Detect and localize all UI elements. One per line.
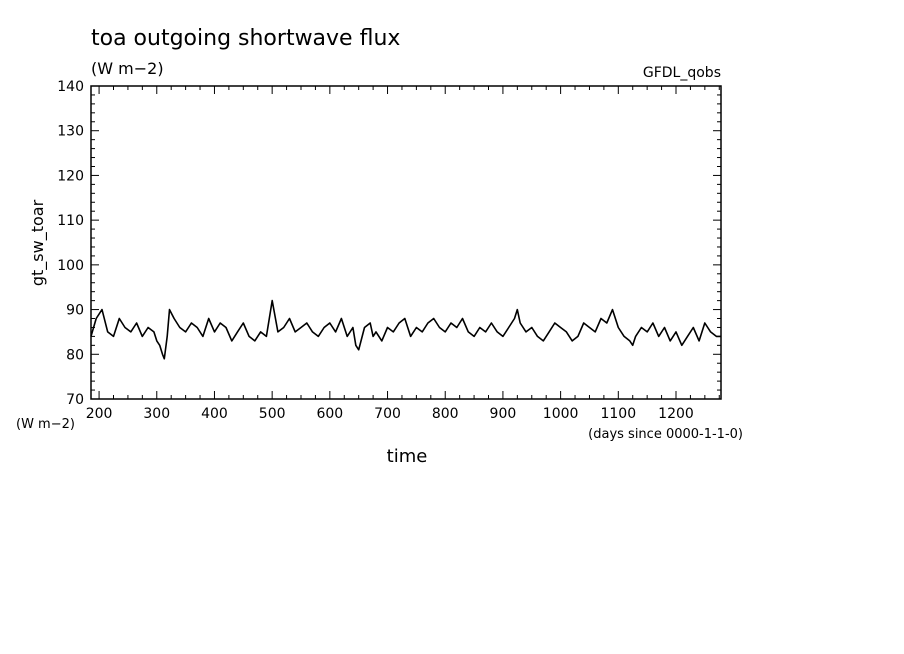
x-tick-label: 1100 bbox=[600, 406, 636, 422]
axis-tick-labels: 200 300 400 500 600 700 800 900 1000 1100 1200 70 80… bbox=[57, 79, 694, 422]
y-axis-label: gt_sw_toar bbox=[28, 199, 48, 286]
y-tick-label: 100 bbox=[57, 258, 84, 274]
y-tick-label: 80 bbox=[66, 347, 84, 363]
chart-title: toa outgoing shortwave flux bbox=[91, 26, 400, 51]
y-tick-label: 140 bbox=[57, 79, 84, 95]
y-tick-label: 110 bbox=[57, 213, 84, 229]
dataset-label: GFDL_qobs bbox=[643, 65, 721, 81]
y-tick-label: 70 bbox=[66, 392, 84, 408]
x-tick-label: 500 bbox=[259, 406, 286, 422]
x-tick-label: 900 bbox=[490, 406, 517, 422]
y-tick-label: 120 bbox=[57, 168, 84, 184]
x-tick-label: 300 bbox=[143, 406, 170, 422]
axis-ticks bbox=[91, 85, 721, 400]
series-line bbox=[90, 299, 721, 360]
x-tick-label: 700 bbox=[374, 406, 401, 422]
x-axis-units: (days since 0000-1-1-0) bbox=[588, 427, 743, 442]
x-tick-label: 200 bbox=[86, 406, 113, 422]
chart-subtitle: (W m−2) bbox=[91, 59, 164, 78]
x-tick-label: 1000 bbox=[543, 406, 579, 422]
x-tick-label: 800 bbox=[432, 406, 459, 422]
y-axis-units: (W m−2) bbox=[16, 417, 75, 432]
x-axis-label: time bbox=[387, 446, 428, 467]
plot-frame bbox=[90, 85, 722, 400]
y-tick-label: 130 bbox=[57, 124, 84, 140]
x-tick-label: 1200 bbox=[658, 406, 694, 422]
y-tick-label: 90 bbox=[66, 303, 84, 319]
x-tick-label: 600 bbox=[316, 406, 343, 422]
x-tick-label: 400 bbox=[201, 406, 228, 422]
